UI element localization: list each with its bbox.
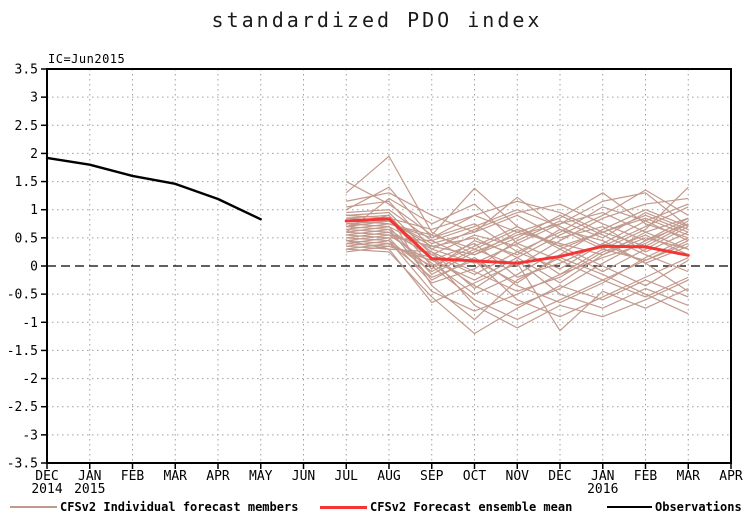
x-tick-label: NOV [506, 469, 530, 484]
x-tick-label: MAR [164, 469, 188, 484]
gridlines [47, 69, 731, 463]
y-tick-label: 0 [30, 260, 38, 275]
x-year-label: 2014 [31, 482, 62, 497]
ensemble-member-line [346, 242, 689, 318]
x-tick-label: SEP [420, 469, 444, 484]
legend-label: Observations [655, 500, 742, 514]
x-tick-label: DEC [548, 469, 571, 484]
x-tick-label: AUG [377, 469, 401, 484]
legend-swatch-members [10, 506, 57, 508]
ensemble-member-line [345, 192, 689, 245]
legend-label: CFSv2 Forecast ensemble mean [370, 500, 573, 514]
ensemble-member-lines [345, 155, 689, 335]
axis-ticks [41, 68, 732, 469]
x-year-label: 2016 [587, 482, 618, 497]
ensemble-member-line [346, 192, 689, 239]
x-tick-label: JUN [292, 469, 315, 484]
x-tick-label: APR [206, 469, 230, 484]
ensemble-member-line [346, 242, 689, 292]
x-tick-label: DEC [35, 469, 58, 484]
chart-title: standardized PDO index [211, 8, 543, 32]
y-tick-label: -0.5 [7, 288, 38, 303]
ensemble-member-line [346, 211, 689, 276]
y-tick-label: -3.5 [7, 457, 38, 472]
legend-item-observations: Observations [607, 498, 742, 516]
ensemble-member-line [346, 220, 689, 312]
y-tick-label: 3.5 [15, 63, 38, 78]
ensemble-member-line [346, 214, 689, 253]
ensemble-member-line [346, 211, 689, 284]
y-tick-label: -3 [22, 428, 38, 443]
ensemble-member-line [345, 186, 689, 247]
x-tick-label: OCT [463, 469, 487, 484]
ensemble-member-line [346, 245, 689, 329]
y-tick-label: 2.5 [15, 119, 38, 134]
y-tick-label: -2 [22, 372, 38, 387]
legend-item-mean: CFSv2 Forecast ensemble mean [320, 498, 572, 516]
x-tick-label: JAN [78, 469, 101, 484]
y-tick-label: -2.5 [7, 400, 38, 415]
legend-swatch-mean [320, 505, 367, 509]
y-tick-label: 1.5 [15, 175, 38, 190]
x-axis-labels: DEC JAN FEB MAR APR MAY JUN JUL AUG SEP OCT NOV DEC J… [31, 469, 743, 497]
y-tick-label: 2 [30, 147, 38, 162]
x-tick-label: FEB [121, 469, 145, 484]
legend-item-members: CFSv2 Individual forecast members [10, 498, 298, 516]
x-tick-label: JAN [591, 469, 614, 484]
ensemble-mean-line [344, 217, 690, 265]
x-tick-label: MAR [677, 469, 701, 484]
y-tick-label: 3 [30, 91, 38, 106]
legend-swatch-observations [607, 506, 652, 508]
ensemble-member-line [346, 200, 689, 250]
ensemble-member-line [346, 217, 689, 295]
legend-label: CFSv2 Individual forecast members [60, 500, 299, 514]
y-tick-label: -1 [22, 316, 38, 331]
x-tick-label: JUL [335, 469, 359, 484]
x-year-label: 2015 [74, 482, 105, 497]
x-tick-label: APR [719, 469, 743, 484]
y-tick-label: 1 [30, 203, 38, 218]
x-tick-label: FEB [634, 469, 658, 484]
legend: CFSv2 Individual forecast members CFSv2 F… [0, 498, 754, 518]
y-tick-label: 0.5 [15, 231, 38, 246]
ensemble-member-line [346, 214, 689, 321]
y-axis-labels: 3.5 3 2.5 2 1.5 1 0.5 0 -0.5 -1 -1.5 -2 -2.5 -3 -3.5 [7, 63, 38, 472]
ensemble-member-line [346, 186, 689, 276]
ensemble-member-line [346, 197, 689, 267]
initial-condition-label: IC=Jun2015 [48, 52, 126, 66]
observations-line [45, 156, 262, 221]
y-tick-label: -1.5 [7, 344, 38, 359]
x-tick-label: MAY [249, 469, 273, 484]
ensemble-member-line [346, 228, 689, 304]
